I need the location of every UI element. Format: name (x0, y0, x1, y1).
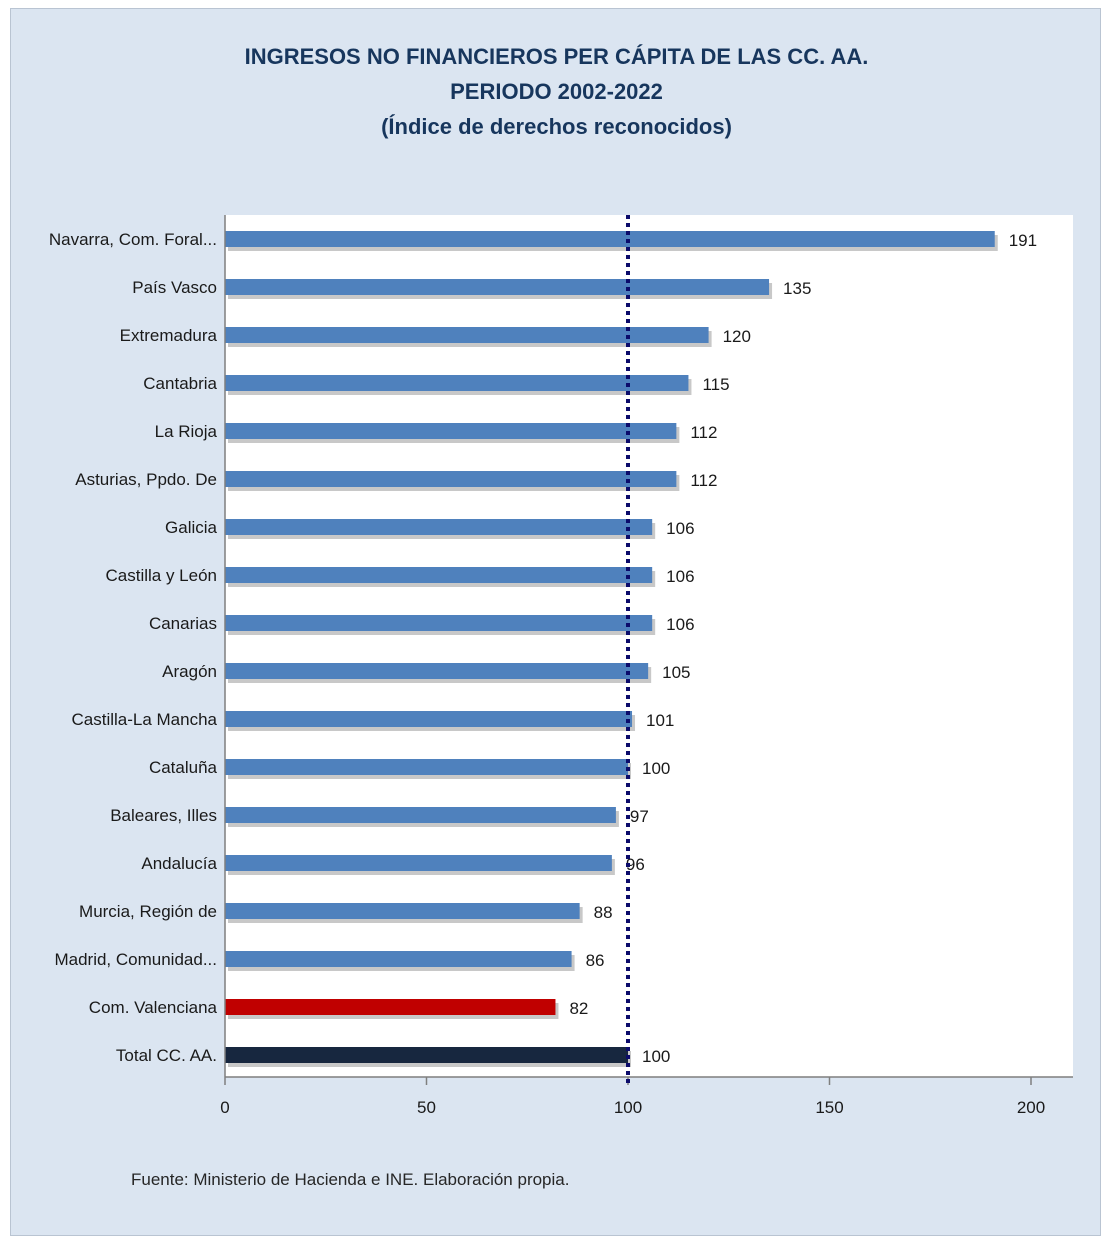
category-label: País Vasco (132, 278, 217, 297)
bar (225, 567, 653, 583)
bar (225, 663, 649, 679)
category-label: Cantabria (143, 374, 217, 393)
category-label: Navarra, Com. Foral... (49, 230, 217, 249)
bar (225, 231, 995, 247)
title-line-2: PERIODO 2002-2022 (450, 79, 663, 104)
data-label: 105 (662, 663, 690, 682)
data-label: 106 (666, 567, 694, 586)
category-label: Baleares, Illes (110, 806, 217, 825)
title-line-3: (Índice de derechos reconocidos) (381, 114, 732, 139)
category-label: Castilla y León (105, 566, 217, 585)
bar (225, 279, 770, 295)
chart-title: INGRESOS NO FINANCIEROS PER CÁPITA DE LA… (11, 39, 1102, 144)
data-label: 101 (646, 711, 674, 730)
data-label: 191 (1009, 231, 1037, 250)
x-tick-label: 50 (417, 1098, 436, 1117)
category-label: Extremadura (120, 326, 218, 345)
category-label: Canarias (149, 614, 217, 633)
x-tick-label: 100 (614, 1098, 642, 1117)
chart-frame: INGRESOS NO FINANCIEROS PER CÁPITA DE LA… (10, 8, 1101, 1236)
category-label: Castilla-La Mancha (71, 710, 217, 729)
bar (225, 711, 633, 727)
bar (225, 903, 580, 919)
data-label: 135 (783, 279, 811, 298)
data-label: 97 (630, 807, 649, 826)
category-label: Murcia, Región de (79, 902, 217, 921)
source-note: Fuente: Ministerio de Hacienda e INE. El… (131, 1170, 570, 1189)
data-label: 120 (723, 327, 751, 346)
data-label: 82 (569, 999, 588, 1018)
title-line-1: INGRESOS NO FINANCIEROS PER CÁPITA DE LA… (244, 44, 869, 69)
data-label: 112 (690, 423, 717, 442)
data-label: 106 (666, 519, 694, 538)
plot-area (225, 215, 1073, 1077)
data-label: 86 (586, 951, 605, 970)
x-tick-label: 200 (1017, 1098, 1045, 1117)
bar-chart: Navarra, Com. Foral... País Vasco Extremad… (49, 215, 1073, 1117)
bar (225, 519, 653, 535)
data-label: 88 (594, 903, 613, 922)
bar (225, 759, 628, 775)
data-label: 96 (626, 855, 645, 874)
data-label: 112 (690, 471, 717, 490)
bar (225, 327, 709, 343)
bar (225, 807, 616, 823)
category-label: Aragón (162, 662, 217, 681)
bar (225, 423, 677, 439)
bar (225, 951, 572, 967)
bar (225, 615, 653, 631)
bar (225, 1047, 628, 1063)
category-label: Galicia (165, 518, 218, 537)
data-label: 100 (642, 1047, 670, 1066)
category-label: Cataluña (149, 758, 218, 777)
data-label: 106 (666, 615, 694, 634)
category-label: Madrid, Comunidad... (54, 950, 217, 969)
category-label: La Rioja (155, 422, 218, 441)
category-label: Andalucía (141, 854, 217, 873)
data-label: 100 (642, 759, 670, 778)
bar (225, 375, 689, 391)
x-tick-label: 0 (220, 1098, 229, 1117)
category-label: Total CC. AA. (116, 1046, 217, 1065)
x-tick-label: 150 (815, 1098, 843, 1117)
category-label: Asturias, Ppdo. De (75, 470, 217, 489)
category-label: Com. Valenciana (89, 998, 218, 1017)
bar (225, 471, 677, 487)
data-label: 115 (702, 375, 729, 394)
bar (225, 855, 612, 871)
bar (225, 999, 556, 1015)
